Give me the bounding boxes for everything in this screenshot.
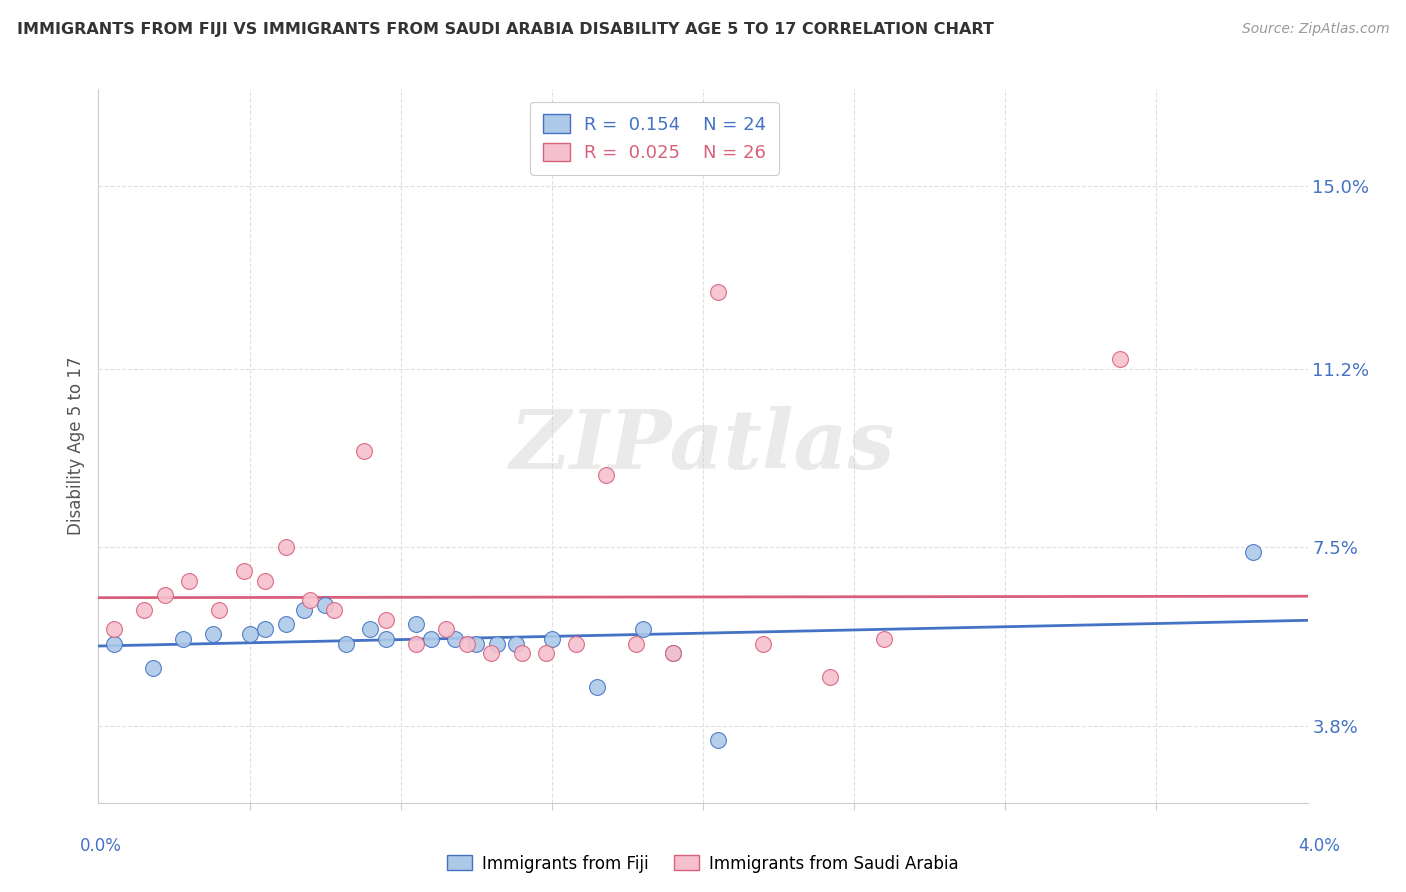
- Point: [540, 632, 562, 646]
- Point: [1241, 545, 1264, 559]
- Point: [534, 646, 557, 660]
- Text: 4.0%: 4.0%: [1298, 837, 1340, 855]
- Point: [486, 637, 509, 651]
- Point: [374, 632, 396, 646]
- Point: [103, 622, 125, 636]
- Point: [707, 733, 730, 747]
- Point: [595, 467, 617, 482]
- Point: [298, 593, 321, 607]
- Text: Source: ZipAtlas.com: Source: ZipAtlas.com: [1241, 22, 1389, 37]
- Point: [335, 637, 357, 651]
- Point: [444, 632, 467, 646]
- Point: [153, 589, 176, 603]
- Point: [323, 603, 346, 617]
- Point: [172, 632, 194, 646]
- Point: [374, 613, 396, 627]
- Point: [132, 603, 155, 617]
- Point: [434, 622, 457, 636]
- Point: [239, 627, 262, 641]
- Point: [274, 617, 297, 632]
- Point: [626, 637, 648, 651]
- Point: [405, 637, 427, 651]
- Point: [873, 632, 896, 646]
- Point: [456, 637, 478, 651]
- Point: [661, 646, 683, 660]
- Point: [661, 646, 683, 660]
- Point: [405, 617, 427, 632]
- Point: [752, 637, 775, 651]
- Point: [253, 574, 276, 588]
- Point: [565, 637, 588, 651]
- Legend: R =  0.154    N = 24, R =  0.025    N = 26: R = 0.154 N = 24, R = 0.025 N = 26: [530, 102, 779, 175]
- Point: [232, 565, 254, 579]
- Point: [631, 622, 654, 636]
- Point: [818, 670, 841, 684]
- Point: [505, 637, 527, 651]
- Point: [202, 627, 225, 641]
- Point: [1109, 352, 1132, 367]
- Point: [510, 646, 533, 660]
- Point: [292, 603, 315, 617]
- Point: [586, 680, 609, 694]
- Point: [314, 598, 336, 612]
- Point: [707, 285, 730, 299]
- Point: [103, 637, 125, 651]
- Point: [142, 661, 165, 675]
- Y-axis label: Disability Age 5 to 17: Disability Age 5 to 17: [66, 357, 84, 535]
- Point: [360, 622, 382, 636]
- Point: [353, 443, 375, 458]
- Point: [274, 541, 297, 555]
- Point: [420, 632, 443, 646]
- Point: [1109, 805, 1132, 820]
- Point: [481, 646, 503, 660]
- Point: [208, 603, 231, 617]
- Point: [253, 622, 276, 636]
- Text: IMMIGRANTS FROM FIJI VS IMMIGRANTS FROM SAUDI ARABIA DISABILITY AGE 5 TO 17 CORR: IMMIGRANTS FROM FIJI VS IMMIGRANTS FROM …: [17, 22, 994, 37]
- Text: ZIPatlas: ZIPatlas: [510, 406, 896, 486]
- Point: [465, 637, 488, 651]
- Point: [177, 574, 201, 588]
- Legend: Immigrants from Fiji, Immigrants from Saudi Arabia: Immigrants from Fiji, Immigrants from Sa…: [440, 848, 966, 880]
- Text: 0.0%: 0.0%: [80, 837, 122, 855]
